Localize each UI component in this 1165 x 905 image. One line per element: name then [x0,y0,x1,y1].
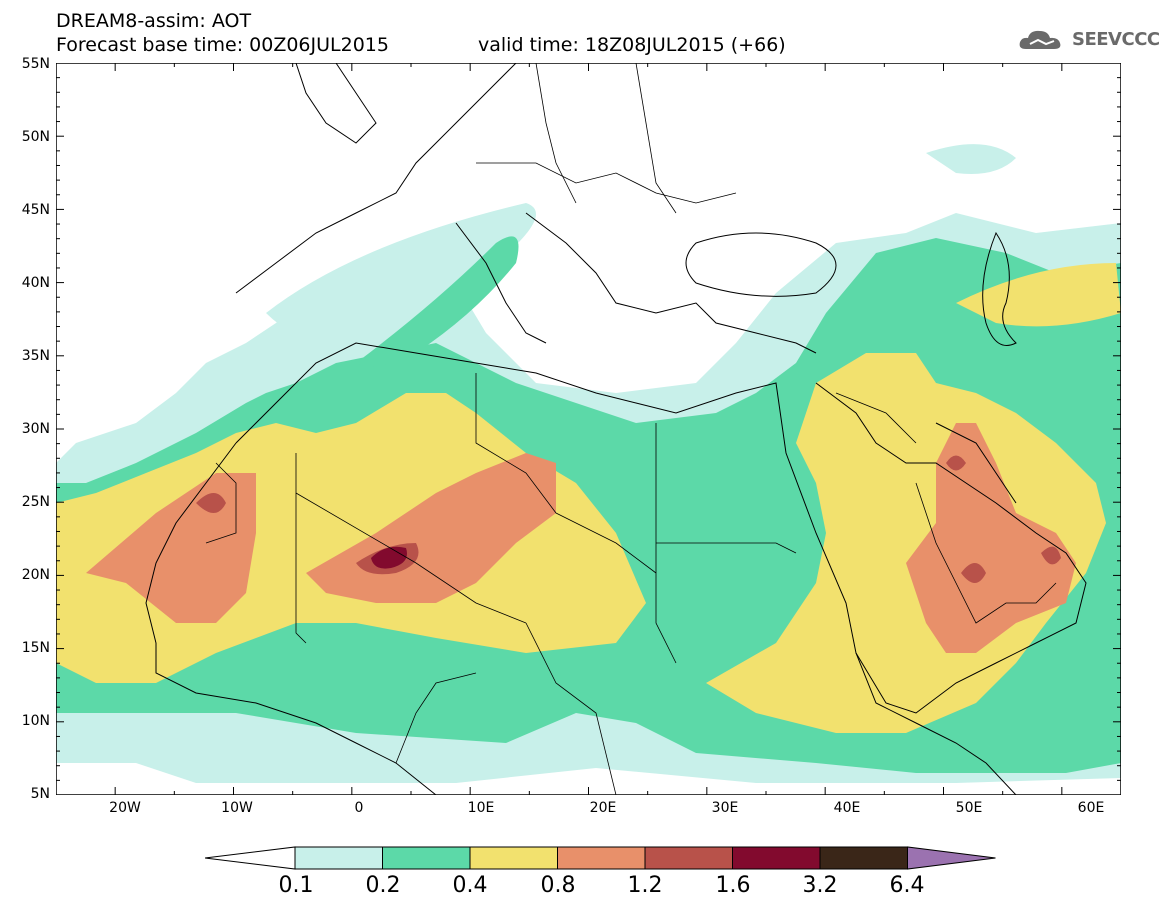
border-7 [205,462,237,544]
colorbar-label-3.2: 3.2 [802,873,838,898]
colorbar-arrow-low [205,846,296,870]
logo-text: SEEVCCC [1072,29,1160,50]
border-11 [535,63,577,204]
lat-label-10n: 10N [21,713,50,729]
colorbar-label-6.4: 6.4 [889,873,925,898]
lat-label-45n: 45N [21,202,50,218]
colorbar-segment [557,846,646,870]
map-title: DREAM8-assim: AOT [56,10,252,32]
border-10 [476,162,737,204]
coastline-italy [455,222,547,344]
lat-label-5n: 5N [30,786,50,802]
border-1 [295,453,307,644]
colorbar-arrow-high [907,846,996,870]
colorbar-segment [644,846,733,870]
border-4 [655,423,677,664]
lat-label-55n: 55N [21,56,50,72]
coastline-europe [235,63,517,294]
lon-label-10w: 10W [221,800,253,816]
cloud-logo-icon [1019,30,1061,49]
aot-band-1.2 [196,455,1061,583]
border-13 [395,672,477,764]
border-6 [525,622,617,795]
border-9 [835,392,917,444]
coastline-balkans [525,212,817,354]
lat-label-20n: 20N [21,567,50,583]
border-5 [656,542,797,554]
border-3 [475,373,657,574]
coastline-britain [295,63,377,144]
colorbar-label-1.6: 1.6 [715,873,751,898]
lat-label-25n: 25N [21,494,50,510]
colorbar-label-1.2: 1.2 [627,873,663,898]
coastline-blacksea [685,232,837,297]
lon-label-20w: 20W [109,800,141,816]
colorbar-segment [819,846,908,870]
lon-label-40e: 40E [833,800,861,816]
colorbar [205,846,996,870]
aot-band-0.4-east [706,353,1106,733]
colorbar-label-0.2: 0.2 [365,873,401,898]
colorbar-label-0.8: 0.8 [540,873,576,898]
lat-label-35n: 35N [21,348,50,364]
aot-band-0.4-caspian [956,263,1121,327]
lon-label-60e: 60E [1077,800,1105,816]
aot-band-0.2-italy [356,236,519,367]
colorbar-label-0.1: 0.1 [278,873,314,898]
coastline-africa [235,342,1017,795]
lon-label-30e: 30E [711,800,739,816]
coastline-gulf [935,422,1017,504]
valid-time: valid time: 18Z08JUL2015 (+66) [478,34,786,56]
coastline-west-africa [145,442,437,795]
forecast-base-time: Forecast base time: 00Z06JUL2015 [56,34,389,56]
border-8 [915,482,1057,624]
lat-label-15n: 15N [21,640,50,656]
border-12 [635,63,677,214]
lat-label-50n: 50N [21,129,50,145]
colorbar-label-0.4: 0.4 [452,873,488,898]
lon-label-0: 0 [354,800,364,816]
lon-label-50e: 50E [955,800,983,816]
aot-band-0.1-east [926,144,1016,174]
colorbar-segment [732,846,821,870]
lon-label-10e: 10E [467,800,495,816]
coastline-caspian [982,231,1017,346]
coastline-arabia [815,382,1087,714]
colorbar-segment [382,846,471,870]
border-2 [295,492,527,624]
aot-band-0.8-arabia [906,423,1076,653]
lat-label-30n: 30N [21,421,50,437]
aot-map [56,63,1121,795]
colorbar-segment [294,846,383,870]
lat-label-40n: 40N [21,275,50,291]
aot-band-0.1-north [266,203,536,340]
lon-label-20e: 20E [589,800,617,816]
colorbar-segment [469,846,558,870]
